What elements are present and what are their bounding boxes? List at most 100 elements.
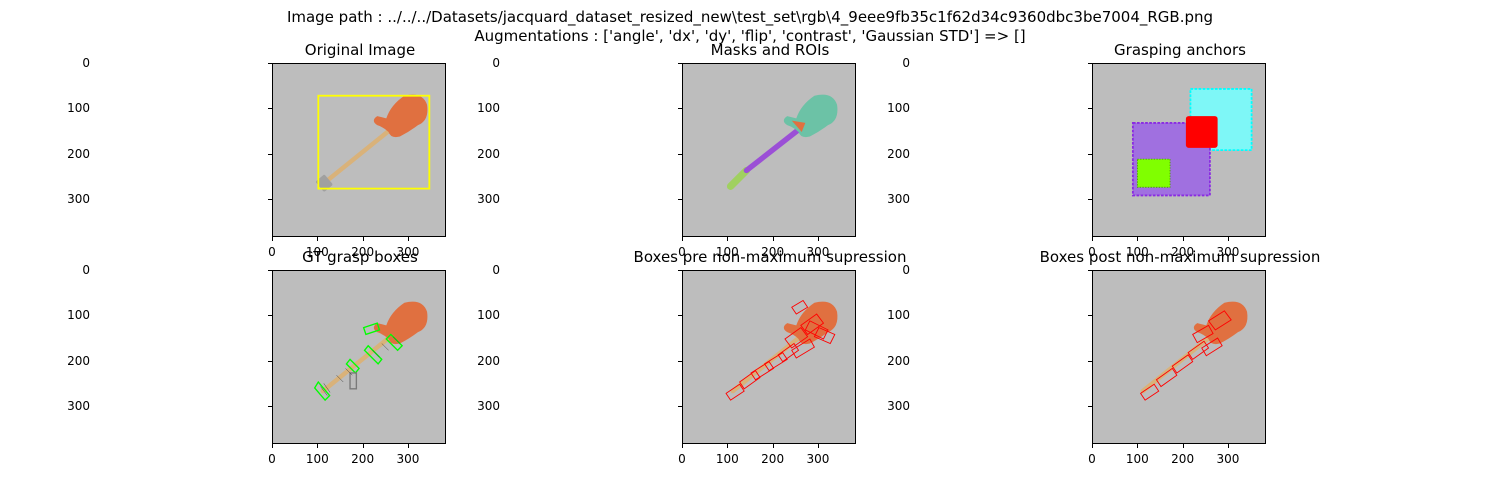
y-tick-mark [268,153,272,155]
y-tick-label: 300 [67,398,90,413]
y-tick-mark [678,270,682,271]
y-tick-label: 100 [67,308,90,323]
y-tick-label: 200 [477,353,500,368]
x-tick-label: 200 [1171,452,1195,466]
x-tick-mark [1227,237,1229,241]
x-tick-mark [272,444,273,448]
y-tick-label: 100 [887,308,910,323]
y-tick-label: 0 [492,56,500,70]
x-tick-label: 0 [268,452,276,466]
y-tick-label: 100 [477,101,500,116]
x-tick-mark [1227,444,1229,448]
x-tick-mark [772,237,774,241]
image-frame [682,270,856,444]
y-tick-label: 300 [477,398,500,413]
x-tick-mark [817,444,819,448]
original-image [273,64,445,236]
x-tick-mark [1182,444,1184,448]
x-tick-mark [362,444,364,448]
y-tick-mark [678,360,682,362]
post-nms-image [1093,271,1265,443]
x-tick-mark [407,444,409,448]
x-tick-label: 300 [396,452,420,466]
x-tick-label: 200 [351,452,375,466]
y-tick-label: 200 [67,353,90,368]
x-tick-label: 0 [1088,245,1096,259]
y-tick-label: 0 [82,263,90,277]
x-tick-label: 100 [715,452,739,466]
x-tick-mark [1137,444,1139,448]
y-tick-label: 0 [902,56,910,70]
x-tick-label: 100 [305,452,329,466]
image-frame [1092,270,1266,444]
x-tick-mark [317,444,319,448]
x-tick-label: 300 [806,452,830,466]
y-tick-mark [268,198,272,200]
y-tick-label: 100 [477,308,500,323]
x-tick-mark [1182,237,1184,241]
y-tick-mark [268,360,272,362]
panel-title: GT grasp boxes [302,248,418,266]
y-tick-mark [1088,153,1092,155]
y-tick-mark [678,153,682,155]
y-tick-mark [268,63,272,64]
y-tick-label: 0 [82,56,90,70]
y-tick-mark [1088,360,1092,362]
x-tick-mark [1092,237,1093,241]
x-tick-mark [772,444,774,448]
figure-title-line1: Image path : ../../../Datasets/jacquard_… [286,8,1214,26]
y-tick-mark [678,198,682,200]
y-tick-label: 300 [887,191,910,206]
x-tick-label: 200 [1171,245,1195,259]
y-tick-mark [1088,198,1092,200]
anchors-image [1093,64,1265,236]
y-tick-label: 300 [477,191,500,206]
image-frame [682,63,856,237]
y-tick-mark [678,405,682,407]
x-tick-mark [1137,237,1139,241]
y-tick-label: 100 [67,101,90,116]
y-tick-label: 200 [887,146,910,161]
y-tick-label: 0 [902,263,910,277]
y-tick-mark [268,405,272,407]
x-tick-mark [727,444,729,448]
panel-title: Grasping anchors [1114,41,1246,59]
y-tick-mark [1088,405,1092,407]
y-tick-label: 200 [887,353,910,368]
panel-title: Boxes pre non-maximum supression [633,248,907,266]
x-tick-label: 100 [715,245,739,259]
y-tick-label: 300 [67,191,90,206]
x-tick-label: 300 [1216,452,1240,466]
y-tick-label: 200 [477,146,500,161]
y-tick-mark [268,315,272,317]
figure-title-line2: Augmentations : ['angle', 'dx', 'dy', 'f… [474,27,1026,45]
y-tick-mark [1088,63,1092,64]
y-tick-mark [678,108,682,110]
image-frame [272,63,446,237]
x-tick-label: 100 [1125,245,1149,259]
x-tick-label: 200 [351,245,375,259]
x-tick-label: 0 [1088,452,1096,466]
x-tick-label: 100 [1125,452,1149,466]
y-tick-label: 300 [887,398,910,413]
panel-title: Masks and ROIs [710,41,830,59]
x-tick-label: 100 [305,245,329,259]
x-tick-mark [682,444,683,448]
x-tick-mark [817,237,819,241]
y-tick-mark [268,108,272,110]
y-tick-mark [678,315,682,317]
pre-nms-image [683,271,855,443]
y-tick-label: 0 [492,263,500,277]
y-tick-mark [1088,270,1092,271]
gt-boxes-image [273,271,445,443]
x-tick-label: 200 [761,452,785,466]
x-tick-label: 200 [761,245,785,259]
image-frame [272,270,446,444]
x-tick-label: 300 [806,245,830,259]
y-tick-label: 100 [887,101,910,116]
y-tick-mark [1088,315,1092,317]
x-tick-mark [727,237,729,241]
x-tick-label: 0 [678,245,686,259]
y-tick-mark [678,63,682,64]
mask-image [683,64,855,236]
